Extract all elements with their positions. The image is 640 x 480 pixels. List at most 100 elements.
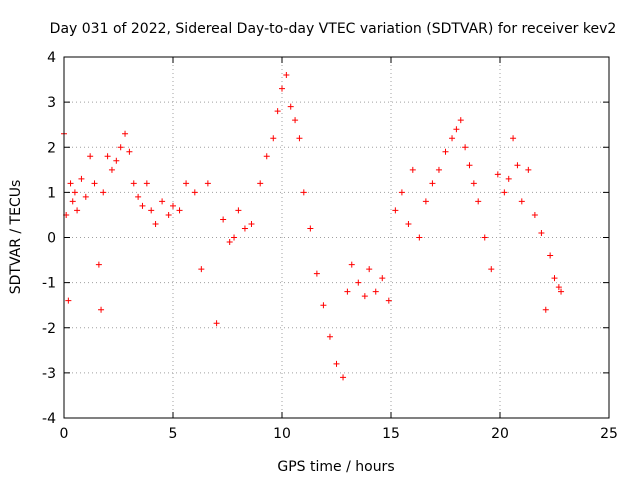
y-tick-label: 3: [47, 95, 56, 111]
data-point: [313, 270, 320, 277]
data-point: [104, 153, 111, 160]
data-point: [65, 297, 72, 304]
y-tick-label: -4: [42, 411, 56, 427]
data-point: [176, 207, 183, 214]
data-point: [78, 175, 85, 182]
data-point: [453, 126, 460, 133]
data-point: [257, 180, 264, 187]
data-point: [220, 216, 227, 223]
data-point: [372, 288, 379, 295]
data-point: [183, 180, 190, 187]
data-point: [148, 207, 155, 214]
data-point: [204, 180, 211, 187]
data-point: [108, 166, 115, 173]
data-point: [481, 234, 488, 241]
data-point: [235, 207, 242, 214]
data-point: [494, 171, 501, 178]
data-point: [340, 374, 347, 381]
data-point: [287, 103, 294, 110]
data-point: [71, 189, 78, 196]
axis-ticks: 0 5 10 15 20 25 -4 -3 -2 -1 0 1 2 3 4: [42, 50, 618, 442]
data-point: [117, 144, 124, 151]
data-point: [231, 234, 238, 241]
data-point: [422, 198, 429, 205]
data-point: [466, 162, 473, 169]
data-point: [241, 225, 248, 232]
y-tick-label: -3: [42, 366, 56, 382]
data-point: [98, 306, 105, 313]
data-point: [442, 148, 449, 155]
data-point: [67, 180, 74, 187]
data-point: [488, 266, 495, 273]
data-point: [501, 189, 508, 196]
x-tick-label: 25: [600, 426, 618, 442]
data-point: [170, 202, 176, 209]
data-point: [538, 229, 545, 236]
x-axis-label: GPS time / hours: [277, 459, 394, 475]
data-point: [82, 193, 89, 200]
data-point: [263, 153, 270, 160]
y-tick-label: 0: [47, 231, 56, 247]
data-point: [326, 333, 333, 340]
data-point: [126, 148, 133, 155]
data-point: [392, 207, 399, 214]
data-point: [191, 189, 198, 196]
data-point: [307, 225, 314, 232]
data-point: [475, 198, 482, 205]
data-point: [152, 220, 159, 227]
y-tick-label: 1: [47, 185, 56, 201]
data-point: [366, 266, 373, 273]
x-tick-label: 10: [273, 426, 291, 442]
y-tick-label: -1: [42, 276, 56, 292]
data-point: [449, 135, 456, 142]
data-point: [270, 135, 277, 142]
data-point: [248, 220, 255, 227]
data-point: [292, 117, 299, 124]
data-point: [226, 239, 233, 246]
data-point: [87, 153, 94, 160]
x-tick-label: 20: [491, 426, 509, 442]
data-point: [159, 198, 166, 205]
data-point: [510, 135, 517, 142]
data-point: [300, 189, 307, 196]
data-point: [470, 180, 477, 187]
data-point: [130, 180, 137, 187]
data-point: [542, 306, 549, 313]
data-point: [348, 261, 355, 268]
data-point: [555, 284, 562, 291]
data-point: [95, 261, 102, 268]
y-tick-label: -2: [42, 321, 56, 337]
data-point: [113, 157, 120, 164]
data-point: [457, 117, 464, 124]
data-point: [74, 207, 81, 214]
y-axis-label: SDTVAR / TECUs: [8, 180, 24, 295]
data-point: [398, 189, 405, 196]
x-tick-label: 5: [169, 426, 178, 442]
data-point: [320, 302, 327, 309]
data-point: [518, 198, 525, 205]
data-point: [283, 72, 290, 79]
data-point: [344, 288, 351, 295]
data-point: [505, 175, 512, 182]
data-point: [416, 234, 423, 241]
data-point: [435, 166, 442, 173]
x-tick-label: 15: [382, 426, 400, 442]
data-point: [143, 180, 150, 187]
data-point: [514, 162, 521, 169]
y-tick-label: 4: [47, 50, 56, 66]
data-point: [100, 189, 107, 196]
data-point: [409, 166, 416, 173]
data-point: [274, 108, 281, 115]
data-point: [135, 193, 142, 200]
data-point: [525, 166, 532, 173]
chart-title: Day 031 of 2022, Sidereal Day-to-day VTE…: [50, 21, 617, 37]
data-point: [462, 144, 469, 151]
data-point: [551, 275, 558, 282]
data-point: [122, 130, 129, 137]
data-point: [361, 293, 368, 300]
data-point: [139, 202, 146, 209]
y-tick-label: 2: [47, 140, 56, 156]
x-tick-label: 0: [60, 426, 69, 442]
data-point: [558, 288, 565, 295]
